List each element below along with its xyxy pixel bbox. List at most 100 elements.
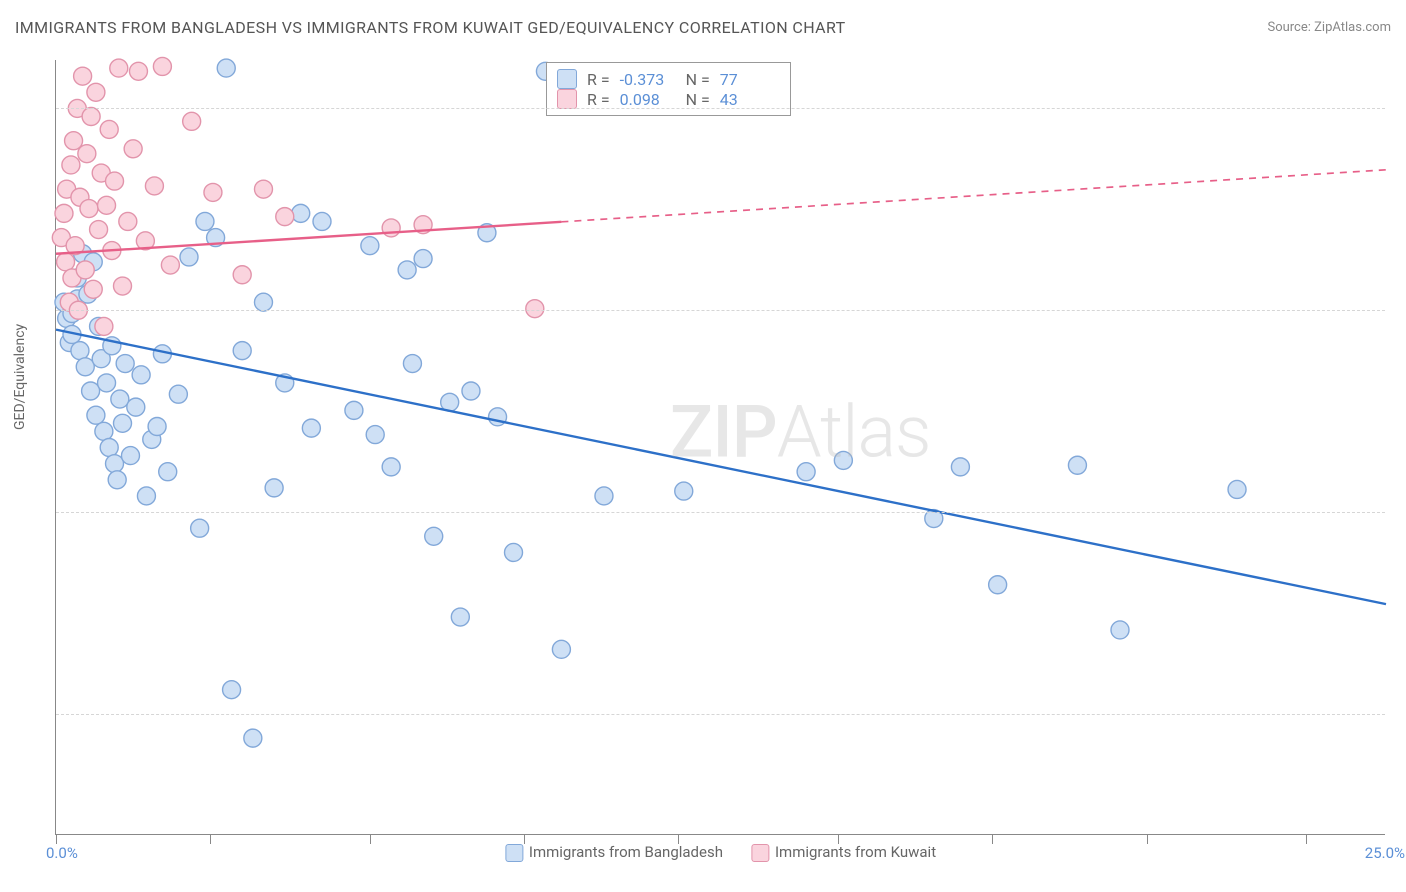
scatter-point [244, 729, 262, 747]
scatter-point [137, 487, 155, 505]
scatter-point [196, 212, 214, 230]
scatter-point [100, 120, 118, 138]
scatter-point [403, 355, 421, 373]
scatter-point [145, 177, 163, 195]
plot-svg [56, 60, 1385, 834]
stat-row: R = -0.373 N = 77 [557, 69, 776, 89]
scatter-point [127, 398, 145, 416]
xtick [524, 834, 525, 844]
plot-area: ZIPAtlas R =-0.373N =77R = 0.098N =43 0.… [55, 60, 1385, 835]
scatter-point [114, 277, 132, 295]
scatter-point [98, 374, 116, 392]
scatter-point [108, 471, 126, 489]
scatter-point [265, 479, 283, 497]
xtick [1306, 834, 1307, 844]
scatter-point [95, 317, 113, 335]
legend-label: Immigrants from Bangladesh [529, 843, 723, 861]
scatter-point [233, 342, 251, 360]
scatter-point [204, 183, 222, 201]
bottom-legend: Immigrants from Bangladesh Immigrants fro… [505, 843, 936, 862]
scatter-point [82, 108, 100, 126]
scatter-point [98, 196, 116, 214]
scatter-point [87, 406, 105, 424]
legend-item: Immigrants from Kuwait [751, 843, 936, 862]
xtick [992, 834, 993, 844]
xtick-label-25: 25.0% [1365, 844, 1405, 862]
gridline-h [56, 310, 1385, 311]
scatter-point [183, 112, 201, 130]
scatter-point [675, 482, 693, 500]
gridline-h [56, 714, 1385, 715]
scatter-point [834, 451, 852, 469]
xtick [678, 834, 679, 844]
scatter-point [159, 463, 177, 481]
scatter-point [161, 256, 179, 274]
y-axis-label: GED/Equivalency [12, 324, 28, 430]
scatter-point [1068, 456, 1086, 474]
scatter-point [1228, 480, 1246, 498]
xtick [1147, 834, 1148, 844]
xtick-label-0: 0.0% [46, 844, 78, 862]
legend-label: Immigrants from Kuwait [775, 843, 936, 861]
scatter-point [382, 219, 400, 237]
scatter-point [223, 681, 241, 699]
scatter-point [451, 608, 469, 626]
chart-title: IMMIGRANTS FROM BANGLADESH VS IMMIGRANTS… [15, 18, 846, 37]
legend-item: Immigrants from Bangladesh [505, 843, 723, 862]
gridline-h [56, 512, 1385, 513]
scatter-point [76, 261, 94, 279]
legend-swatch-icon [557, 69, 577, 89]
scatter-point [462, 382, 480, 400]
stat-r-label: R = [587, 70, 610, 89]
scatter-point [87, 83, 105, 101]
scatter-point [74, 67, 92, 85]
scatter-point [148, 418, 166, 436]
stat-row: R = 0.098N =43 [557, 89, 776, 109]
scatter-point [100, 439, 118, 457]
stat-n-value: 77 [720, 70, 776, 89]
scatter-point [302, 419, 320, 437]
scatter-point [124, 140, 142, 158]
scatter-point [313, 212, 331, 230]
scatter-point [797, 463, 815, 481]
scatter-point [254, 180, 272, 198]
scatter-point [84, 280, 102, 298]
trend-line-dashed [561, 170, 1386, 222]
stat-n-label: N = [686, 70, 710, 89]
scatter-point [169, 385, 187, 403]
xtick [370, 834, 371, 844]
source-text: Source: ZipAtlas.com [1267, 20, 1391, 35]
scatter-point [526, 300, 544, 318]
scatter-point [90, 221, 108, 239]
scatter-point [153, 57, 171, 75]
scatter-point [62, 156, 80, 174]
scatter-point [505, 543, 523, 561]
xtick [56, 834, 57, 844]
scatter-point [129, 62, 147, 80]
scatter-point [55, 204, 73, 222]
scatter-point [106, 455, 124, 473]
stat-r-value: -0.373 [620, 70, 676, 89]
legend-swatch-icon [505, 844, 523, 862]
scatter-point [76, 358, 94, 376]
scatter-point [233, 266, 251, 284]
scatter-point [114, 414, 132, 432]
legend-swatch-icon [557, 89, 577, 109]
scatter-point [95, 422, 113, 440]
scatter-point [552, 640, 570, 658]
scatter-point [121, 447, 139, 465]
scatter-point [1111, 621, 1129, 639]
stat-r-value: 0.098 [620, 90, 676, 109]
trend-line [56, 330, 1386, 604]
scatter-point [191, 519, 209, 537]
scatter-point [414, 250, 432, 268]
scatter-point [106, 172, 124, 190]
title-bar: IMMIGRANTS FROM BANGLADESH VS IMMIGRANTS… [15, 18, 1391, 37]
scatter-point [82, 382, 100, 400]
scatter-point [425, 527, 443, 545]
stat-n-label: N = [686, 90, 710, 109]
scatter-point [180, 248, 198, 266]
gridline-h [56, 108, 1385, 109]
scatter-point [989, 576, 1007, 594]
scatter-point [116, 355, 134, 373]
